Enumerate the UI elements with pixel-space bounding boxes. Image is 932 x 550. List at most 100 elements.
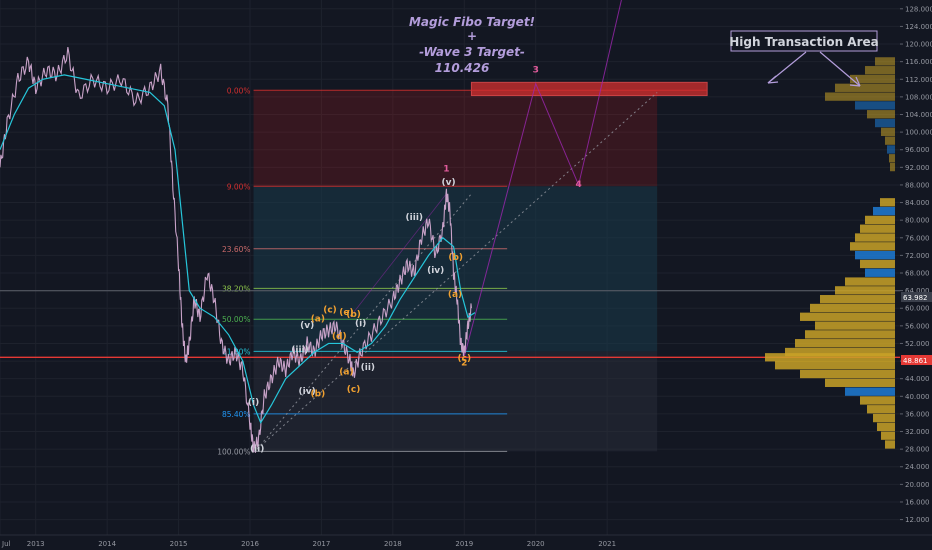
series bbox=[0, 47, 476, 453]
y-tick-label: 64.000 bbox=[905, 287, 930, 295]
callout-box bbox=[730, 30, 878, 52]
x-axis[interactable]: Jul 2013 2014 2015 2016 2017 2018 2019 2020 2021 bbox=[0, 534, 932, 550]
x-tick-label: 2019 bbox=[455, 540, 473, 548]
x-tick-label: 2014 bbox=[98, 540, 116, 548]
support-price-box bbox=[901, 355, 932, 365]
trend-lines bbox=[256, 0, 658, 450]
volume-bar bbox=[890, 162, 895, 172]
y-tick-label: 116.000 bbox=[905, 58, 932, 66]
y-tick-label: 24.000 bbox=[905, 463, 930, 471]
wave-label: 4 bbox=[575, 180, 581, 190]
x-tick-label: 2013 bbox=[27, 540, 45, 548]
title-line2: + bbox=[467, 29, 477, 43]
fib-label: 38.20% bbox=[222, 284, 251, 293]
volume-bar bbox=[855, 101, 895, 110]
title-line4: 110.426 bbox=[435, 61, 490, 75]
wave-label: (ii) bbox=[250, 444, 264, 454]
volume-bar bbox=[865, 268, 895, 277]
y-tick-label: 120.000 bbox=[905, 41, 932, 49]
y-tick-label: 28.000 bbox=[905, 446, 930, 454]
y-axis-background bbox=[900, 0, 932, 550]
y-tick-label: 56.000 bbox=[905, 322, 930, 330]
y-tick-label: 96.000 bbox=[905, 146, 930, 154]
wave-label: (iv) bbox=[427, 266, 444, 276]
wave-label: (v) bbox=[442, 178, 456, 188]
volume-bar bbox=[825, 378, 895, 387]
title-line3: -Wave 3 Target- bbox=[419, 45, 525, 59]
volume-bar bbox=[845, 277, 895, 286]
volume-bar bbox=[867, 405, 895, 414]
wave-label: (iii) bbox=[291, 345, 308, 355]
volume-bar bbox=[881, 431, 895, 440]
wave-label: (b) bbox=[311, 389, 326, 399]
volume-bar bbox=[873, 206, 895, 216]
fib-zone-gray bbox=[253, 351, 658, 452]
volume-bar bbox=[850, 242, 895, 251]
wave-label: (c) bbox=[323, 306, 337, 316]
y-tick-label: 104.000 bbox=[905, 111, 932, 119]
volume-bar bbox=[800, 369, 895, 379]
wave-label: (v) bbox=[300, 321, 314, 331]
callout-arrow-right bbox=[819, 51, 861, 87]
support-price-tag: 48.861 bbox=[901, 355, 932, 365]
y-tick-label: 112.000 bbox=[905, 76, 932, 84]
wave-label: (c) bbox=[458, 354, 472, 364]
fib-zone-red bbox=[253, 90, 658, 187]
y-tick-label: 88.000 bbox=[905, 181, 930, 189]
moving-average-line bbox=[0, 74, 476, 425]
support-price-label: 48.861 bbox=[903, 357, 928, 365]
x-tick-label: 2018 bbox=[384, 540, 402, 548]
volume-bar bbox=[867, 110, 895, 119]
wave-labels: 1 3 4 2 (v) (iii) (iv) (i) (ii) (v) (iii) (iv) (i) (i… bbox=[248, 66, 582, 455]
y-tick-label: 40.000 bbox=[905, 393, 930, 401]
target-box bbox=[470, 81, 708, 97]
wave-label: (i) bbox=[248, 398, 259, 408]
volume-bar bbox=[765, 353, 895, 362]
y-axis[interactable]: 128.000 124.000 120.000 116.000 112.000 108.0… bbox=[900, 0, 932, 550]
channel-line-lower bbox=[256, 92, 658, 450]
x-tick-label: 2017 bbox=[313, 540, 331, 548]
volume-bar bbox=[785, 347, 895, 357]
wave-label: 1 bbox=[443, 165, 449, 175]
volume-bar bbox=[835, 286, 895, 295]
fib-label: 23.60% bbox=[222, 245, 251, 254]
volume-bar bbox=[875, 118, 895, 128]
wave-label: (c) bbox=[347, 385, 361, 395]
volume-bar bbox=[835, 83, 895, 92]
y-tick-label: 12.000 bbox=[905, 516, 930, 524]
y-tick-label: 68.000 bbox=[905, 270, 930, 278]
x-tick-label: Jul bbox=[1, 540, 11, 548]
wave-label: 3 bbox=[533, 66, 539, 76]
wave-label: (a) bbox=[311, 314, 325, 324]
y-tick-label: 108.000 bbox=[905, 93, 932, 101]
volume-bar bbox=[810, 303, 895, 313]
volume-bar bbox=[877, 422, 895, 432]
volume-bar bbox=[860, 259, 895, 269]
fib-zone-teal bbox=[253, 186, 658, 352]
y-tick-label: 44.000 bbox=[905, 375, 930, 383]
wave-label: (b) bbox=[448, 253, 463, 263]
volume-bar bbox=[820, 295, 895, 304]
volume-bar bbox=[855, 250, 895, 260]
wave1-line bbox=[349, 193, 447, 318]
x-tick-label: 2021 bbox=[598, 540, 616, 548]
wave-label: (i) bbox=[355, 319, 366, 329]
volume-bar bbox=[885, 440, 895, 449]
volume-bar bbox=[880, 198, 895, 207]
current-price-label: 63.982 bbox=[903, 294, 928, 302]
y-tick-label: 52.000 bbox=[905, 340, 930, 348]
x-axis-background bbox=[0, 535, 932, 550]
channel-line-upper bbox=[256, 193, 472, 450]
volume-bar bbox=[775, 361, 895, 370]
volume-bar bbox=[887, 145, 895, 154]
fib-label: 100.00% bbox=[217, 447, 250, 456]
y-tick-label: 124.000 bbox=[905, 23, 932, 31]
price-line bbox=[0, 47, 472, 453]
volume-bar bbox=[825, 92, 895, 101]
volume-bar bbox=[885, 136, 895, 145]
x-tick-label: 2015 bbox=[170, 540, 188, 548]
title-line1: Magic Fibo Target! bbox=[409, 15, 535, 29]
y-tick-label: 60.000 bbox=[905, 305, 930, 313]
y-tick-label: 84.000 bbox=[905, 199, 930, 207]
